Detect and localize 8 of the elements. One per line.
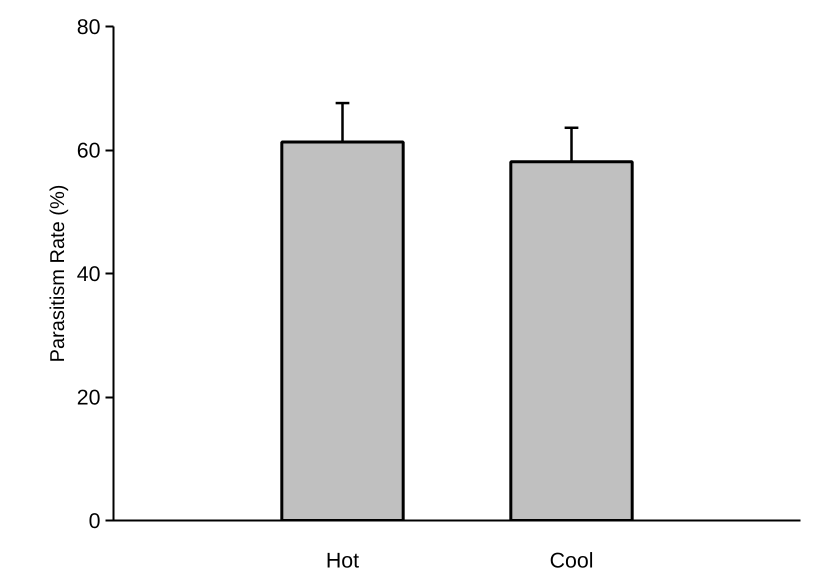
x-tick-label: Cool bbox=[550, 548, 594, 572]
y-tick-label: 0 bbox=[88, 509, 101, 533]
y-axis-title: Parasitism Rate (%) bbox=[46, 184, 69, 362]
y-tick-label: 40 bbox=[76, 262, 101, 286]
x-tick-label: Hot bbox=[326, 548, 360, 572]
y-tick-label: 60 bbox=[76, 138, 101, 162]
y-tick-label: 80 bbox=[76, 15, 101, 39]
y-tick-label: 20 bbox=[76, 386, 101, 410]
